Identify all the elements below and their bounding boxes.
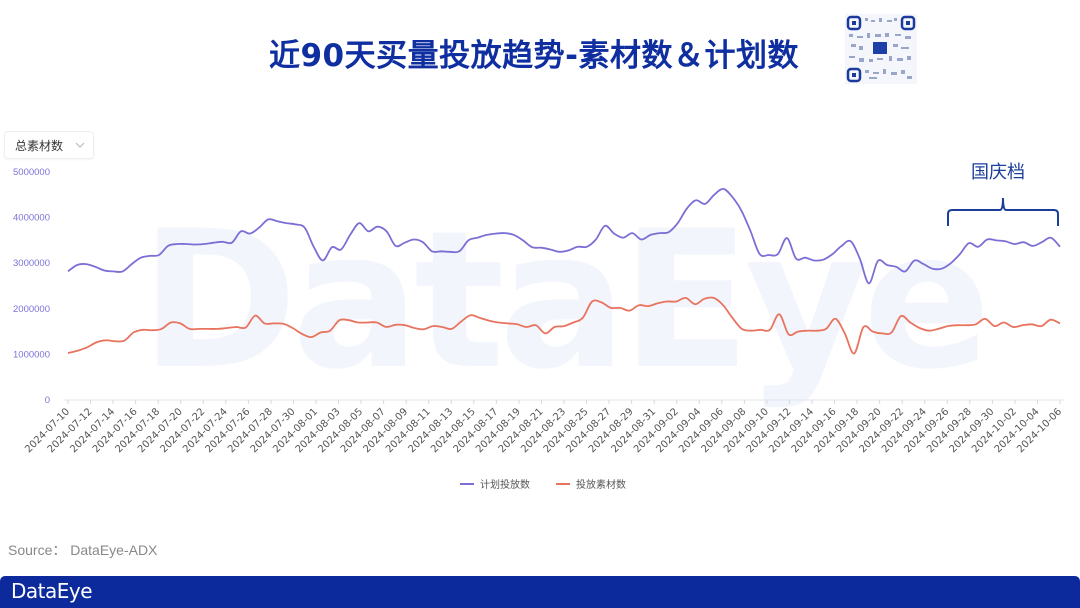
legend-swatch-material (556, 482, 570, 485)
y-tick-label: 2000000 (13, 304, 50, 315)
legend-item-plan[interactable]: 计划投放数 (460, 476, 530, 491)
footer-bar: DataEye (0, 576, 1080, 608)
chevron-down-icon (75, 142, 85, 148)
y-tick-label: 3000000 (13, 258, 50, 269)
y-tick-label: 4000000 (13, 213, 50, 224)
source-note: Source： DataEye-ADX (8, 542, 158, 558)
y-tick-label: 5000000 (13, 167, 50, 178)
chart-legend: 计划投放数 投放素材数 (460, 476, 626, 491)
legend-swatch-plan (460, 482, 474, 485)
y-tick-label: 1000000 (13, 349, 50, 360)
legend-label-material: 投放素材数 (576, 480, 626, 491)
y-tick-label: 0 (45, 395, 50, 406)
metric-dropdown[interactable]: 总素材数 (4, 131, 94, 159)
metric-dropdown-value: 总素材数 (15, 138, 64, 153)
national-day-annotation: 国庆档 (971, 162, 1025, 183)
line-chart: 0100000020000003000000400000050000002024… (13, 167, 1064, 455)
dataeye-logo: DataEye (11, 579, 93, 603)
qr-code-icon (845, 14, 917, 84)
material-count-line[interactable] (67, 296, 1061, 355)
legend-item-material[interactable]: 投放素材数 (556, 476, 626, 491)
legend-label-plan: 计划投放数 (480, 480, 530, 491)
plan-count-line[interactable] (67, 187, 1061, 285)
page-title: 近90天买量投放趋势-素材数＆计划数 (0, 30, 1080, 75)
page-title-text: 近90天买量投放趋势-素材数＆计划数 (268, 38, 799, 74)
brace-bracket-icon (947, 197, 1059, 226)
dataeye-watermark: DataEye (140, 190, 991, 411)
